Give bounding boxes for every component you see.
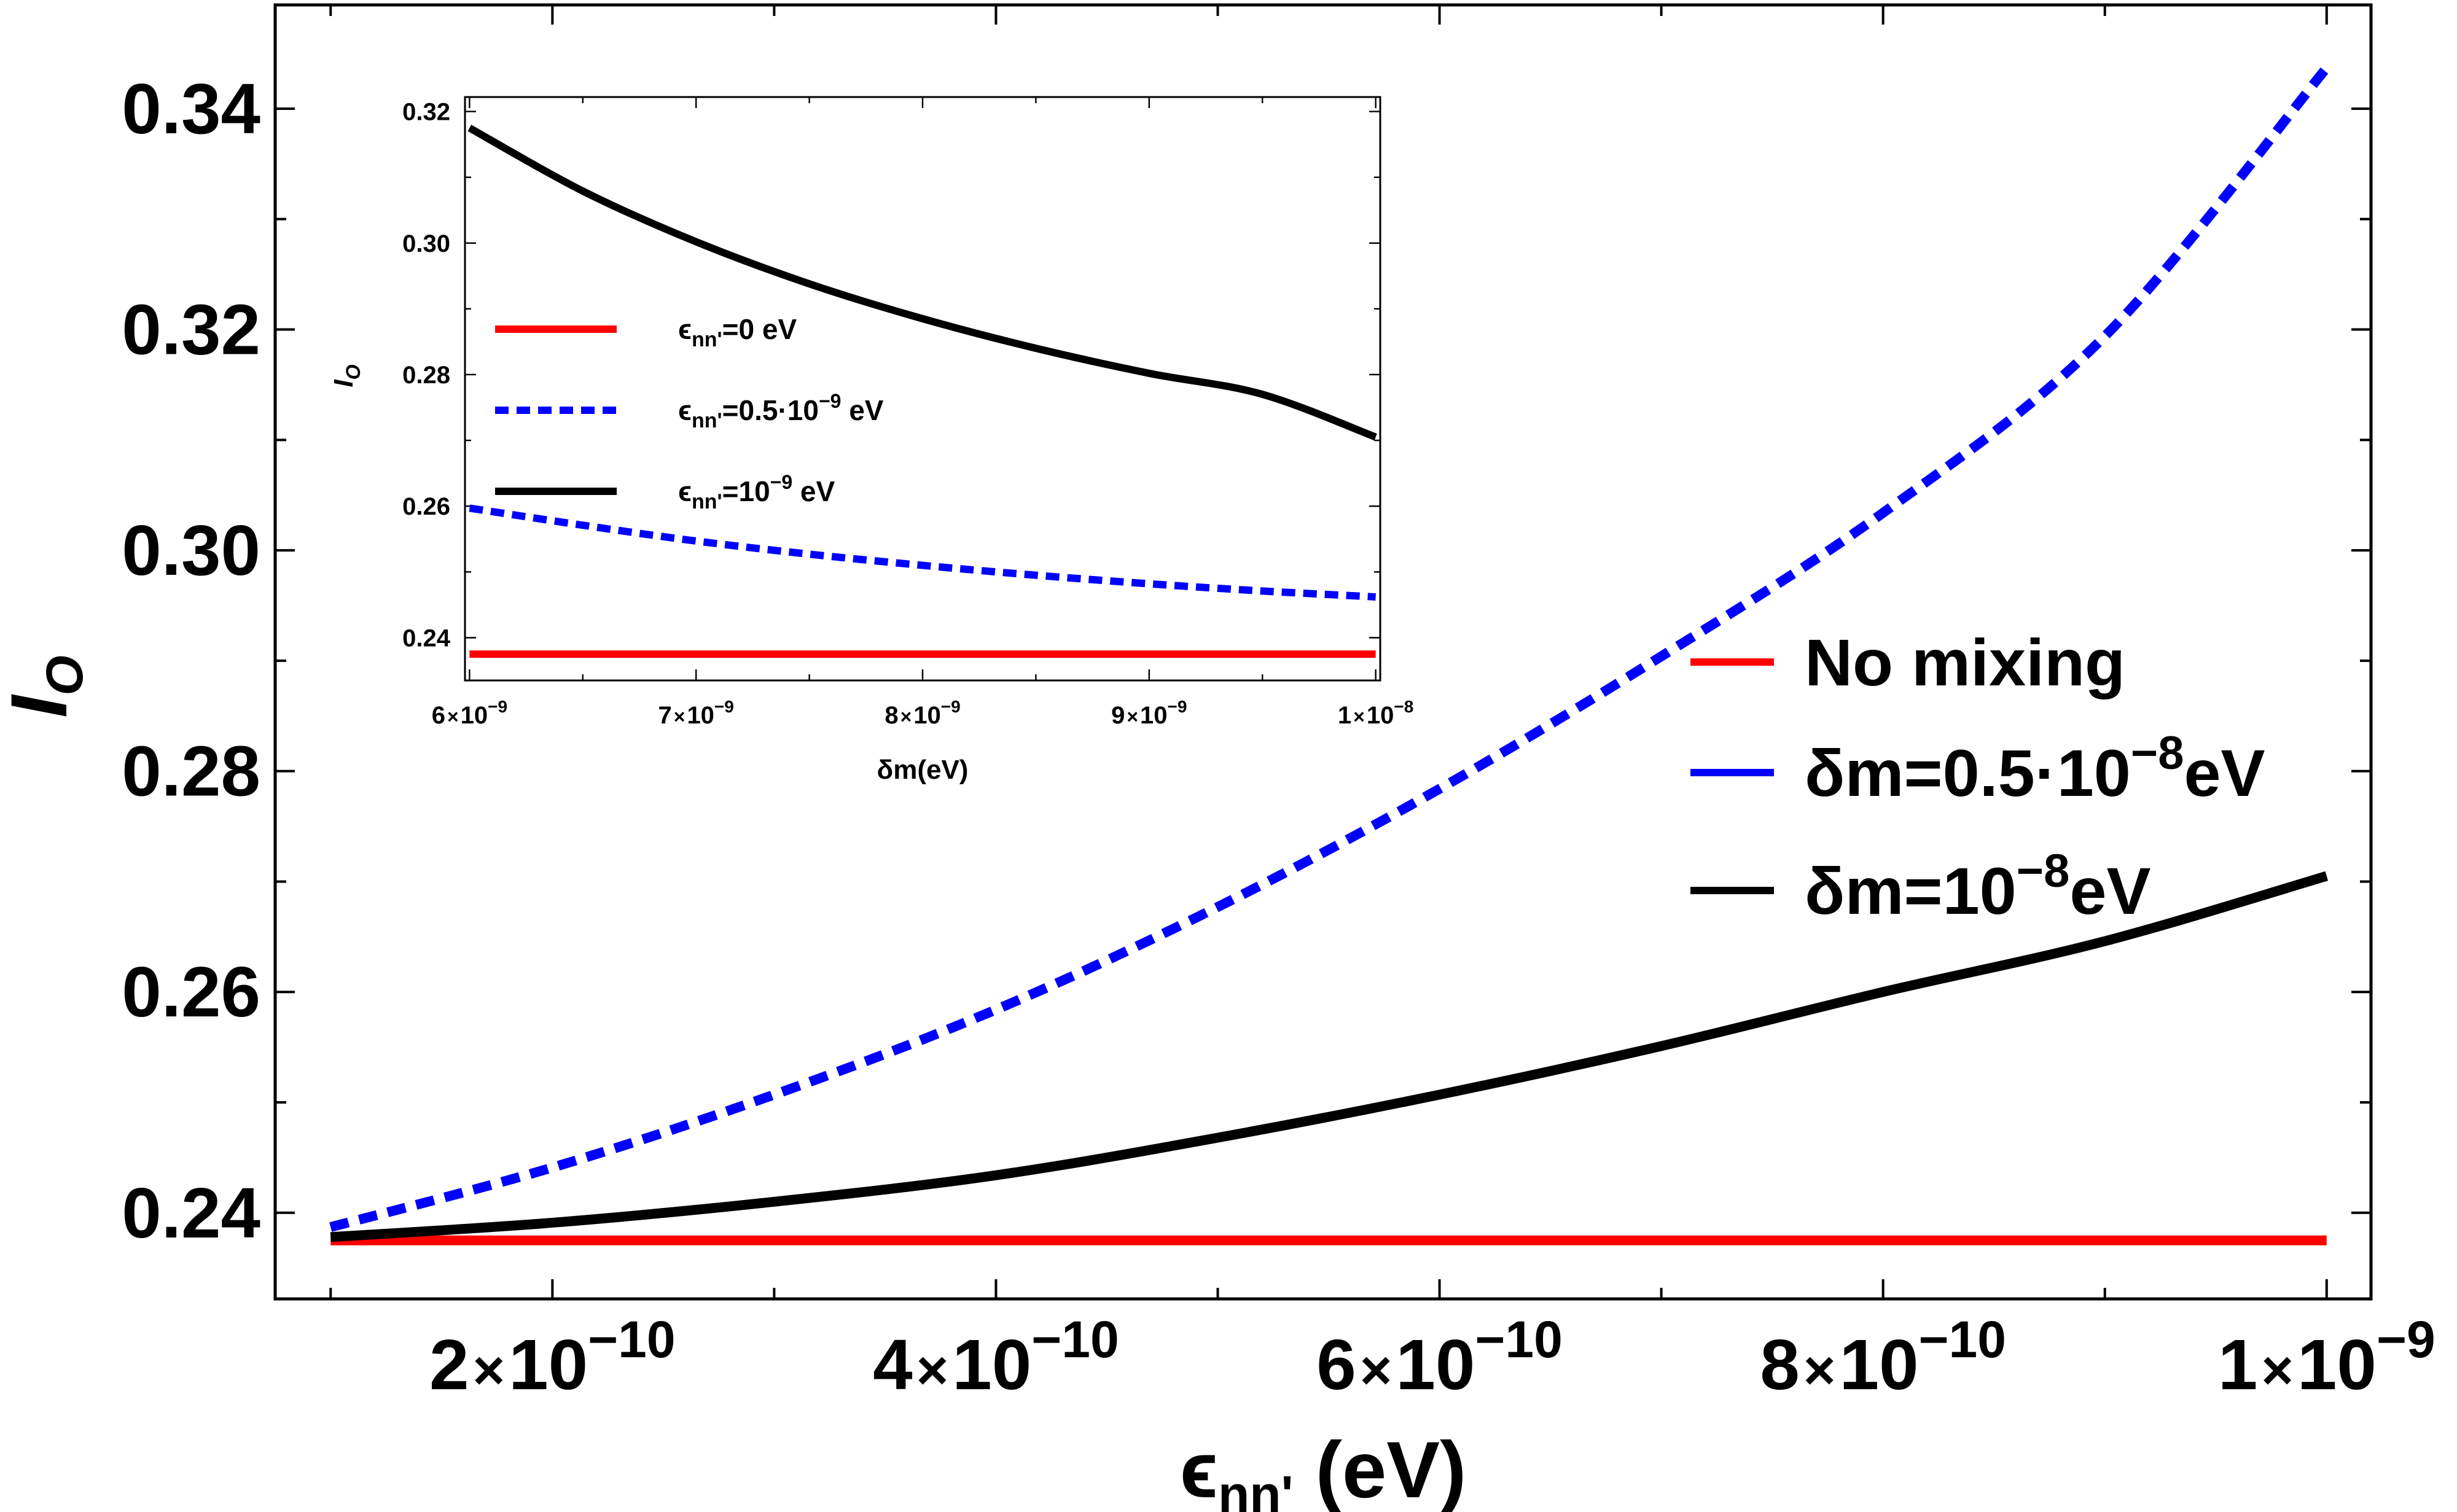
main-x-axis-title: ϵnn' (eV) <box>1180 1425 1467 1512</box>
inset-x-tick-label: 1×10−8 <box>1338 697 1413 729</box>
inset-y-tick-label: 0.30 <box>402 230 450 257</box>
inset-y-axis-title: IO <box>329 364 364 387</box>
main-y-tick-label: 0.26 <box>122 952 260 1032</box>
inset-x-axis-title: δm(eV) <box>877 755 969 785</box>
main-legend-label: No mixing <box>1805 625 2125 699</box>
inset-x-tick-label: 7×10−9 <box>658 697 734 729</box>
main-x-tick-label: 4×10−10 <box>873 1311 1119 1405</box>
main-y-tick-label: 0.30 <box>122 510 260 590</box>
inset-y-tick-label: 0.32 <box>402 99 450 126</box>
main-chart: 2×10−10 4×10−10 6×10−10 8×10−10 1×10−9 0.24 0.… <box>0 3 2436 1512</box>
main-y-tick-label: 0.34 <box>122 69 260 149</box>
inset-series-line-2 <box>467 125 1377 441</box>
main-series-line-1 <box>329 64 2330 1232</box>
inset-y-tick-label: 0.26 <box>402 493 450 520</box>
inset-y-tick-label: 0.24 <box>402 625 451 652</box>
main-x-tick-label: 8×10−10 <box>1760 1311 2006 1405</box>
inset-x-tick-label: 9×10−9 <box>1111 697 1187 729</box>
main-x-tick-label: 2×10−10 <box>429 1311 676 1405</box>
inset-x-tick-label: 8×10−9 <box>885 697 960 729</box>
inset-legend-label: ϵnn'=0.5·10−9 eV <box>678 390 884 432</box>
main-y-tick-label: 0.28 <box>122 731 260 811</box>
main-x-tick-label: 6×10−10 <box>1316 1311 1563 1405</box>
main-y-axis-title: IO <box>0 655 93 717</box>
main-y-tick-label: 0.24 <box>122 1173 260 1253</box>
inset-legend-label: ϵnn'=10−9 eV <box>678 471 835 513</box>
main-frame <box>273 3 2373 1301</box>
main-y-tick-label: 0.32 <box>122 290 260 370</box>
inset-legend-label: ϵnn'=0 eV <box>678 313 797 351</box>
main-x-tick-label: 1×10−9 <box>2218 1311 2436 1405</box>
inset-series-line-1 <box>469 504 1376 601</box>
main-legend-label: δm=10−8eV <box>1805 845 2151 928</box>
main-series-line-2 <box>330 871 2329 1242</box>
inset-x-tick-label: 6×10−9 <box>432 697 507 729</box>
main-legend-label: δm=0.5·10−8eV <box>1805 727 2265 810</box>
inset-y-tick-label: 0.28 <box>402 362 450 389</box>
inset-chart: 6×10−9 7×10−9 8×10−9 9×10−9 1×10−8 0.24 0.26 0.… <box>329 96 1413 785</box>
